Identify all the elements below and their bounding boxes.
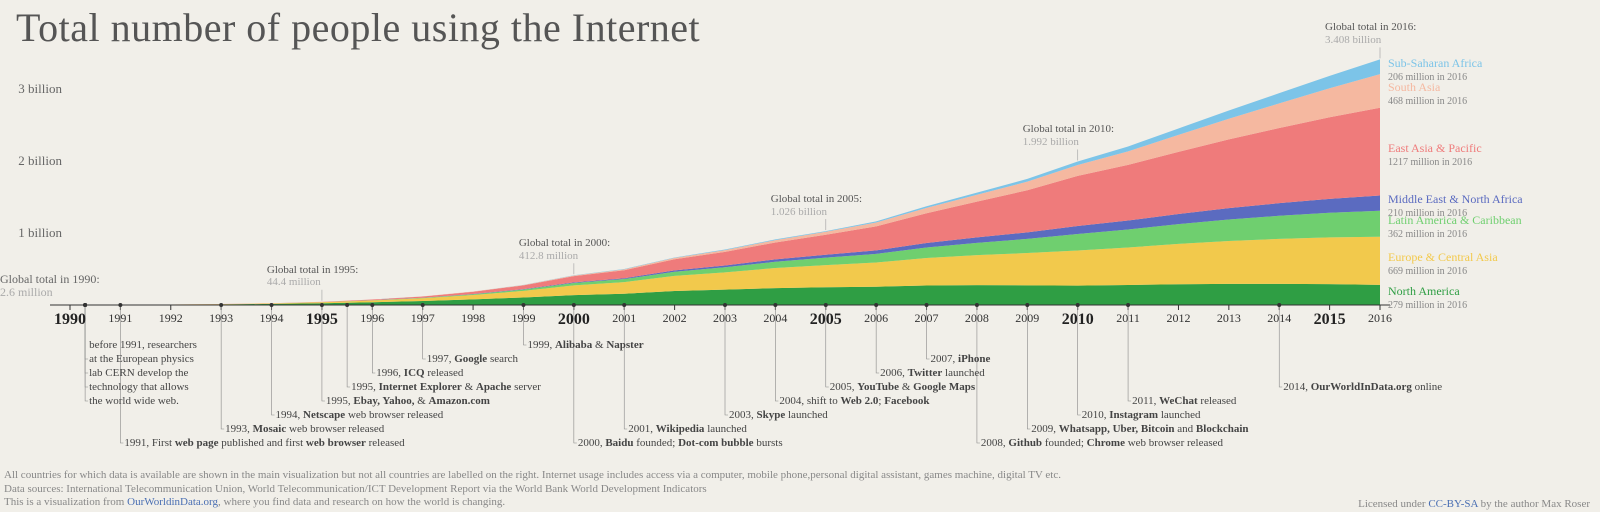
global-total-2010: Global total in 2010:1.992 billion (1023, 123, 1114, 148)
event-instagram: 2010, Instagram launched (1082, 409, 1201, 421)
event-youtube: 2005, YouTube & Google Maps (830, 381, 975, 393)
event-icq: 1996, ICQ released (376, 367, 463, 379)
event-web-2-0: 2004, shift to Web 2.0; Facebook (779, 395, 929, 407)
x-tick-1995: 1995 (306, 311, 338, 329)
global-total-2016: Global total in 2016:3.408 billion (1325, 21, 1416, 46)
x-tick-2000: 2000 (558, 311, 590, 329)
global-total-1995: Global total in 1995:44.4 million (267, 264, 358, 289)
event-whatsapp-uber-bitcoin: 2009, Whatsapp, Uber, Bitcoin and Blockc… (1031, 423, 1248, 435)
x-tick-2004: 2004 (763, 311, 787, 326)
license-link[interactable]: CC-BY-SA (1428, 498, 1478, 510)
y-tick-1: 1 billion (2, 225, 62, 241)
x-tick-2014: 2014 (1267, 311, 1291, 326)
x-tick-2006: 2006 (864, 311, 888, 326)
footer-line-1: All countries for which data is availabl… (4, 469, 1061, 483)
region-label-latin_am: Latin America & Caribbean362 million in … (1388, 214, 1522, 240)
event-netscape: 1994, Netscape web browser released (276, 409, 444, 421)
event-twitter: 2006, Twitter launched (880, 367, 985, 379)
event-skype: 2003, Skype launched (729, 409, 828, 421)
event-google: 1997, Google search (427, 353, 518, 365)
x-tick-2002: 2002 (663, 311, 687, 326)
x-tick-2003: 2003 (713, 311, 737, 326)
event-at-the-european-physics: at the European physics (89, 353, 194, 365)
region-label-north_america: North America279 million in 2016 (1388, 285, 1467, 311)
x-tick-1991: 1991 (108, 311, 132, 326)
footer-line-3: This is a visualization from OurWorldinD… (4, 496, 1061, 510)
x-tick-1997: 1997 (411, 311, 435, 326)
x-tick-1999: 1999 (511, 311, 535, 326)
event-technology-that-allows: technology that allows (89, 381, 189, 393)
x-tick-1998: 1998 (461, 311, 485, 326)
x-tick-1990: 1990 (54, 311, 86, 329)
global-total-2000: Global total in 2000:412.8 million (519, 237, 610, 262)
event-alibaba: 1999, Alibaba & Napster (527, 339, 643, 351)
x-tick-1992: 1992 (159, 311, 183, 326)
global-total-2005: Global total in 2005:1.026 billion (771, 193, 862, 218)
region-label-south_asia: South Asia468 million in 2016 (1388, 81, 1467, 107)
x-tick-1996: 1996 (360, 311, 384, 326)
global-total-1990: Global total in 1990:2.6 million (0, 273, 100, 299)
event-before-1991-researchers: before 1991, researchers (89, 339, 197, 351)
x-tick-2012: 2012 (1166, 311, 1190, 326)
license-note: Licensed under CC-BY-SA by the author Ma… (1358, 498, 1590, 510)
region-label-europe_ca: Europe & Central Asia669 million in 2016 (1388, 251, 1498, 277)
x-tick-1993: 1993 (209, 311, 233, 326)
event-wechat: 2011, WeChat released (1132, 395, 1236, 407)
y-tick-2: 2 billion (2, 153, 62, 169)
y-tick-3: 3 billion (2, 81, 62, 97)
event-baidu: 2000, Baidu founded; Dot-com bubble burs… (578, 437, 783, 449)
owid-link[interactable]: OurWorldinData.org (127, 496, 218, 508)
event-internet-explorer: 1995, Internet Explorer & Apache server (351, 381, 541, 393)
x-tick-2016: 2016 (1368, 311, 1392, 326)
event-lab-cern-develop-the: lab CERN develop the (89, 367, 188, 379)
event-mosaic: 1993, Mosaic web browser released (225, 423, 384, 435)
event-github: 2008, Github founded; Chrome web browser… (981, 437, 1223, 449)
region-label-east_asia: East Asia & Pacific1217 million in 2016 (1388, 142, 1482, 168)
event-wikipedia: 2001, Wikipedia launched (628, 423, 747, 435)
event-the-world-wide-web-: the world wide web. (89, 395, 179, 407)
x-tick-2015: 2015 (1314, 311, 1346, 329)
x-tick-1994: 1994 (260, 311, 284, 326)
event-ebay-yahoo-: 1995, Ebay, Yahoo, & Amazon.com (326, 395, 490, 407)
x-tick-2007: 2007 (915, 311, 939, 326)
x-tick-2008: 2008 (965, 311, 989, 326)
event-iphone: 2007, iPhone (931, 353, 991, 365)
event-web-page: 1991, First web page published and first… (124, 437, 404, 449)
x-tick-2011: 2011 (1116, 311, 1140, 326)
footer-line-2: Data sources: International Telecommunic… (4, 483, 1061, 497)
x-tick-2013: 2013 (1217, 311, 1241, 326)
x-tick-2001: 2001 (612, 311, 636, 326)
footer-notes: All countries for which data is availabl… (4, 469, 1061, 510)
event-ourworldindata-org: 2014, OurWorldInData.org online (1283, 381, 1442, 393)
x-tick-2009: 2009 (1015, 311, 1039, 326)
x-tick-2010: 2010 (1062, 311, 1094, 329)
x-tick-2005: 2005 (810, 311, 842, 329)
